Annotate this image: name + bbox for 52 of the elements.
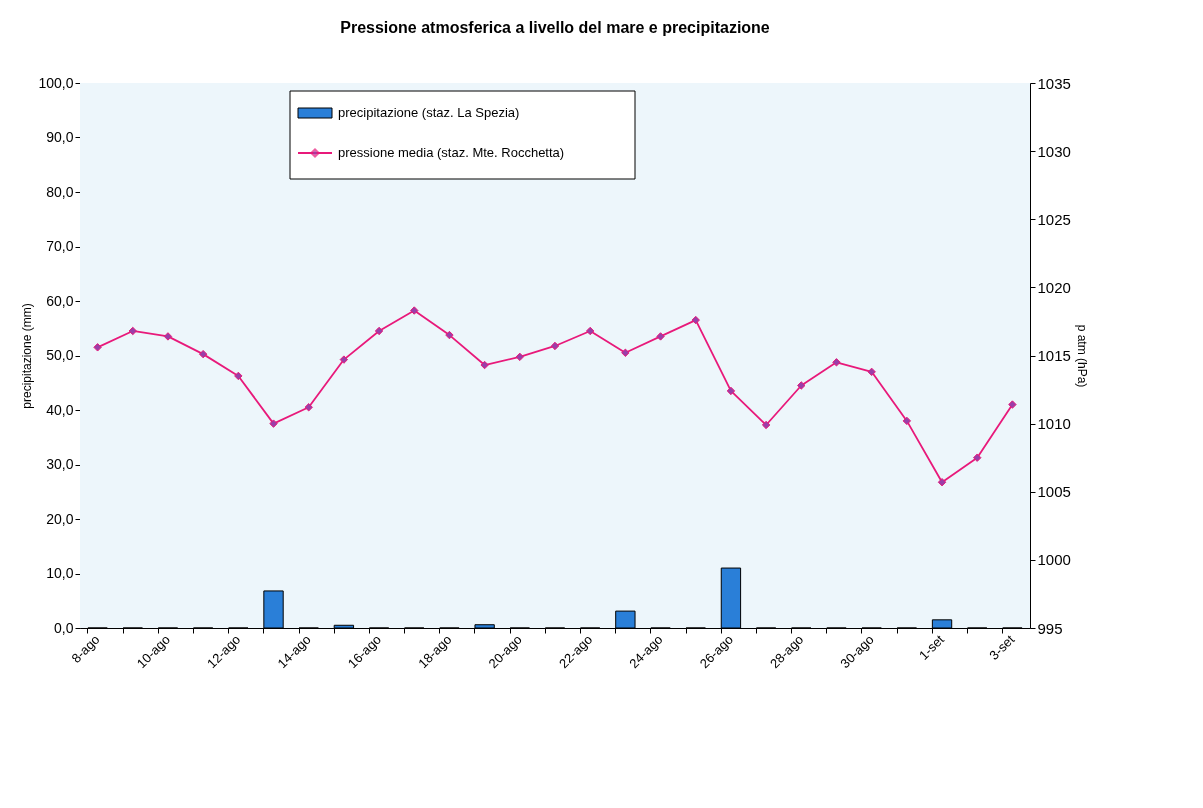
point	[585, 326, 595, 336]
y-tick-label: 70,0	[46, 238, 74, 254]
point	[691, 315, 700, 325]
point	[937, 478, 947, 487]
legend-label: precipitazione (staz. La Spezia)	[338, 105, 520, 120]
y2-tick-label: 1005	[1037, 483, 1071, 501]
y-tick-label: 10,0	[46, 565, 74, 581]
point	[198, 349, 208, 359]
point	[515, 352, 525, 362]
point	[761, 420, 771, 430]
y-axis-title: precipitazione (mm)	[20, 303, 35, 409]
legend-label: pressione media (staz. Mte. Rocchetta)	[338, 145, 565, 160]
point	[867, 367, 876, 377]
point	[93, 343, 102, 352]
point	[304, 403, 313, 412]
point	[374, 326, 384, 336]
point	[269, 419, 278, 428]
point	[163, 332, 173, 341]
y-tick-label: 90,0	[46, 129, 74, 145]
point	[973, 453, 982, 462]
point	[1008, 400, 1017, 409]
y-tick-label: 100,0	[38, 74, 74, 91]
y-tick-label: 0,0	[54, 619, 74, 636]
point	[726, 386, 736, 396]
y2-tick-label: 1030	[1037, 142, 1071, 160]
point	[480, 360, 489, 370]
chart-title: Pressione atmosferica a livello del mare e precipitazione	[340, 19, 770, 36]
y-tick-label: 30,0	[46, 456, 74, 472]
y-tick-label: 40,0	[46, 401, 74, 418]
point	[410, 306, 419, 315]
y2-tick-label: 1035	[1037, 74, 1071, 92]
y2-tick-label: 1010	[1037, 415, 1071, 433]
point	[234, 371, 243, 381]
y2-tick-label: 1015	[1037, 347, 1071, 364]
point	[550, 341, 560, 351]
y2-axis-title: p atm (hPa)	[1074, 324, 1089, 388]
point	[621, 348, 630, 357]
y2-tick-label: 995	[1037, 619, 1063, 637]
y2-tick-label: 1025	[1037, 210, 1071, 228]
point	[797, 381, 806, 390]
point	[832, 358, 841, 367]
point	[128, 326, 137, 336]
point	[656, 332, 665, 341]
y-tick-label: 80,0	[46, 183, 74, 200]
y2-tick-label: 1000	[1037, 551, 1071, 569]
y-tick-label: 20,0	[46, 510, 74, 527]
point	[445, 330, 454, 340]
point	[902, 416, 912, 426]
y-tick-label: 50,0	[46, 347, 74, 363]
y2-tick-label: 1020	[1037, 278, 1071, 296]
y-tick-label: 60,0	[46, 292, 74, 309]
point	[339, 355, 349, 364]
